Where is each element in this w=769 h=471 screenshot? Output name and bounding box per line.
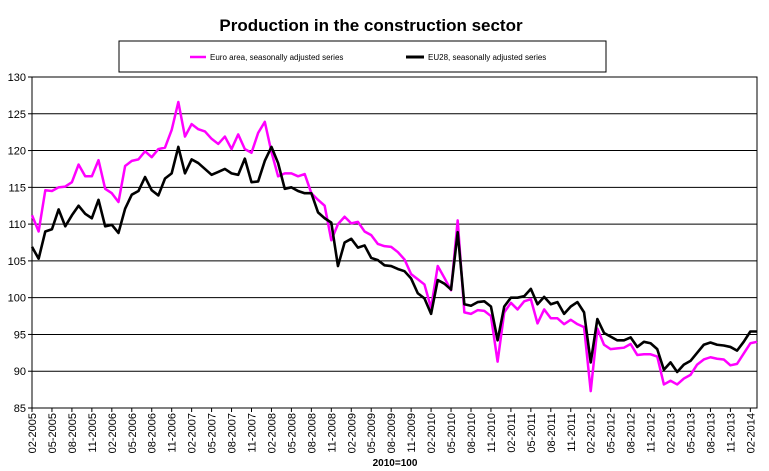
chart-title: Production in the construction sector bbox=[219, 16, 523, 35]
x-tick-label: 05-2011 bbox=[526, 413, 538, 453]
x-tick-label: 05-2008 bbox=[286, 413, 298, 453]
x-tick-label: 02-2007 bbox=[187, 413, 199, 453]
y-tick-label: 130 bbox=[8, 72, 26, 84]
series-line-euro-area bbox=[30, 100, 758, 393]
y-tick-label: 85 bbox=[14, 403, 26, 415]
x-tick-label: 08-2012 bbox=[626, 413, 638, 453]
x-tick-label: 08-2008 bbox=[306, 413, 318, 453]
x-axis: 02-2005 05-2005 08-2005 11-2005 02-2006 05-20… bbox=[27, 408, 757, 453]
x-tick-label: 11-2010 bbox=[486, 413, 498, 453]
x-tick-label: 11-2009 bbox=[406, 413, 418, 453]
y-tick-label: 125 bbox=[8, 109, 26, 121]
x-tick-label: 08-2007 bbox=[227, 413, 239, 453]
x-tick-label: 11-2012 bbox=[646, 413, 658, 453]
x-tick-label: 05-2006 bbox=[127, 413, 139, 453]
series-lines bbox=[30, 100, 758, 393]
series-line-eu28 bbox=[30, 145, 757, 374]
x-tick-label: 02-2009 bbox=[346, 413, 358, 453]
x-tick-label: 02-2006 bbox=[107, 413, 119, 453]
x-tick-label: 02-2008 bbox=[266, 413, 278, 453]
x-tick-label: 05-2005 bbox=[47, 413, 59, 453]
x-tick-label: 11-2005 bbox=[87, 413, 99, 453]
legend-label-euro-area: Euro area, seasonally adjusted series bbox=[210, 53, 343, 62]
y-tick-label: 105 bbox=[8, 256, 26, 268]
x-tick-label: 05-2013 bbox=[685, 413, 697, 453]
x-tick-label: 05-2009 bbox=[366, 413, 378, 453]
x-tick-label: 02-2012 bbox=[586, 413, 598, 453]
x-tick-label: 08-2006 bbox=[147, 413, 159, 453]
x-tick-label: 08-2010 bbox=[466, 413, 478, 453]
x-tick-label: 08-2009 bbox=[386, 413, 398, 453]
x-tick-label: 05-2012 bbox=[606, 413, 618, 453]
x-tick-label: 05-2010 bbox=[446, 413, 458, 453]
x-tick-label: 08-2013 bbox=[705, 413, 717, 453]
x-tick-label: 11-2013 bbox=[725, 413, 737, 453]
x-tick-label: 11-2007 bbox=[246, 413, 258, 453]
x-tick-label: 11-2008 bbox=[326, 413, 338, 453]
x-tick-label: 02-2010 bbox=[426, 413, 438, 453]
x-tick-label: 02-2013 bbox=[666, 413, 678, 453]
legend: Euro area, seasonally adjusted series EU… bbox=[118, 40, 607, 73]
x-axis-label: 2010=100 bbox=[373, 458, 418, 469]
y-tick-label: 110 bbox=[8, 219, 26, 231]
y-tick-label: 120 bbox=[8, 146, 26, 158]
x-tick-label: 08-2011 bbox=[546, 413, 558, 453]
x-tick-label: 08-2005 bbox=[67, 413, 79, 453]
x-tick-label: 02-2014 bbox=[745, 413, 757, 453]
y-axis: 85 90 95 100 105 110 115 120 125 130 bbox=[8, 72, 32, 415]
y-tick-label: 90 bbox=[14, 366, 26, 378]
plot-area bbox=[31, 76, 758, 409]
x-tick-label: 11-2011 bbox=[566, 413, 578, 452]
x-tick-label: 02-2011 bbox=[506, 413, 518, 453]
y-tick-label: 115 bbox=[8, 182, 26, 194]
gridlines bbox=[32, 76, 757, 409]
legend-label-eu28: EU28, seasonally adjusted series bbox=[428, 53, 546, 62]
x-tick-label: 02-2005 bbox=[27, 413, 39, 453]
y-tick-label: 100 bbox=[8, 293, 26, 305]
x-tick-label: 11-2006 bbox=[167, 413, 179, 453]
x-tick-label: 05-2007 bbox=[207, 413, 219, 453]
y-tick-label: 95 bbox=[14, 329, 26, 341]
